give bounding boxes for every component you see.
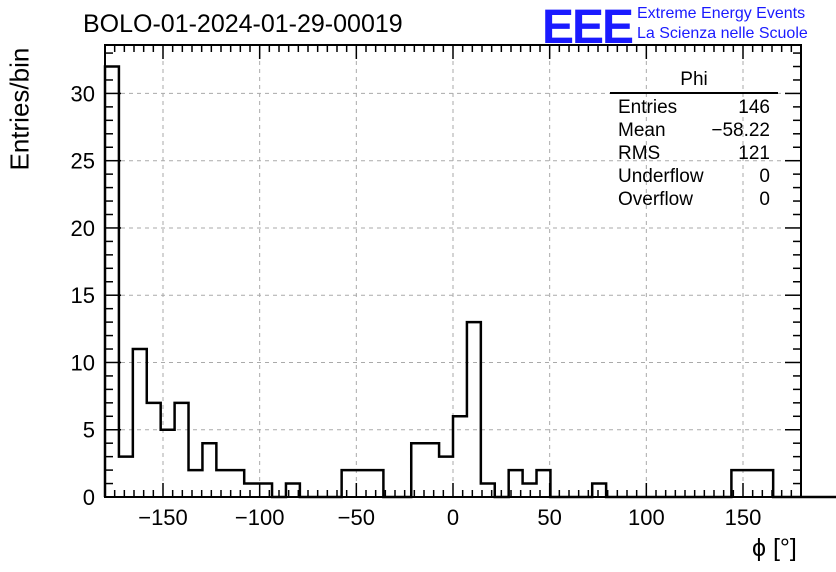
- chart-title: BOLO-01-2024-01-29-00019: [83, 10, 403, 38]
- stats-label: Mean: [618, 120, 666, 141]
- stats-row-entries: Entries 146: [610, 96, 778, 119]
- y-tick-label: 5: [83, 418, 95, 443]
- stats-value: 0: [759, 166, 770, 187]
- x-tick-label: −100: [235, 505, 285, 530]
- histogram-series: [103, 65, 836, 499]
- y-tick-label: 10: [71, 350, 95, 375]
- stats-row-overflow: Overflow 0: [610, 188, 778, 211]
- x-tick-label: 150: [725, 505, 762, 530]
- x-axis-label: ϕ [°]: [752, 534, 797, 562]
- stats-value: 0: [759, 189, 770, 210]
- stats-value: 146: [738, 97, 770, 118]
- y-axis-label: Entries/bin: [4, 47, 35, 171]
- stats-title: Phi: [610, 70, 778, 94]
- stats-label: RMS: [618, 143, 661, 164]
- histogram-line: [103, 65, 836, 499]
- logo-caption-line2: La Scienza nelle Scuole: [637, 25, 808, 42]
- y-tick-label: 0: [83, 485, 95, 510]
- stats-label: Entries: [618, 97, 678, 118]
- stats-row-rms: RMS 121: [610, 142, 778, 165]
- y-tick-label: 20: [71, 216, 95, 241]
- y-tick-label: 25: [71, 149, 95, 174]
- x-tick-label: −50: [338, 505, 375, 530]
- x-tick-label: 100: [628, 505, 665, 530]
- axis-ticks: [105, 45, 801, 497]
- eee-logo: EEE: [542, 1, 634, 54]
- stats-label: Overflow: [618, 189, 693, 210]
- x-tick-label: −150: [138, 505, 188, 530]
- y-tick-label: 15: [71, 283, 95, 308]
- stats-rows: Entries 146 Mean −58.22 RMS 121 Underflow 0 Over…: [610, 96, 778, 211]
- stats-row-mean: Mean −58.22: [610, 119, 778, 142]
- stats-label: Underflow: [618, 166, 704, 187]
- stats-value: 121: [738, 143, 770, 164]
- stats-row-underflow: Underflow 0: [610, 165, 778, 188]
- x-tick-label: 0: [447, 505, 459, 530]
- axis-tick-labels: −150 −100 −50 0 50 100 150 0 5 10 15 20 25 30: [71, 81, 762, 530]
- stats-box: Phi Entries 146 Mean −58.22 RMS 121 Underflow 0…: [610, 70, 778, 211]
- logo-caption-line1: Extreme Energy Events: [637, 5, 806, 22]
- stats-value: −58.22: [711, 120, 770, 141]
- x-tick-label: 50: [537, 505, 561, 530]
- y-tick-label: 30: [71, 81, 95, 106]
- logo-caption: Extreme Energy Events La Scienza nelle S…: [637, 4, 808, 44]
